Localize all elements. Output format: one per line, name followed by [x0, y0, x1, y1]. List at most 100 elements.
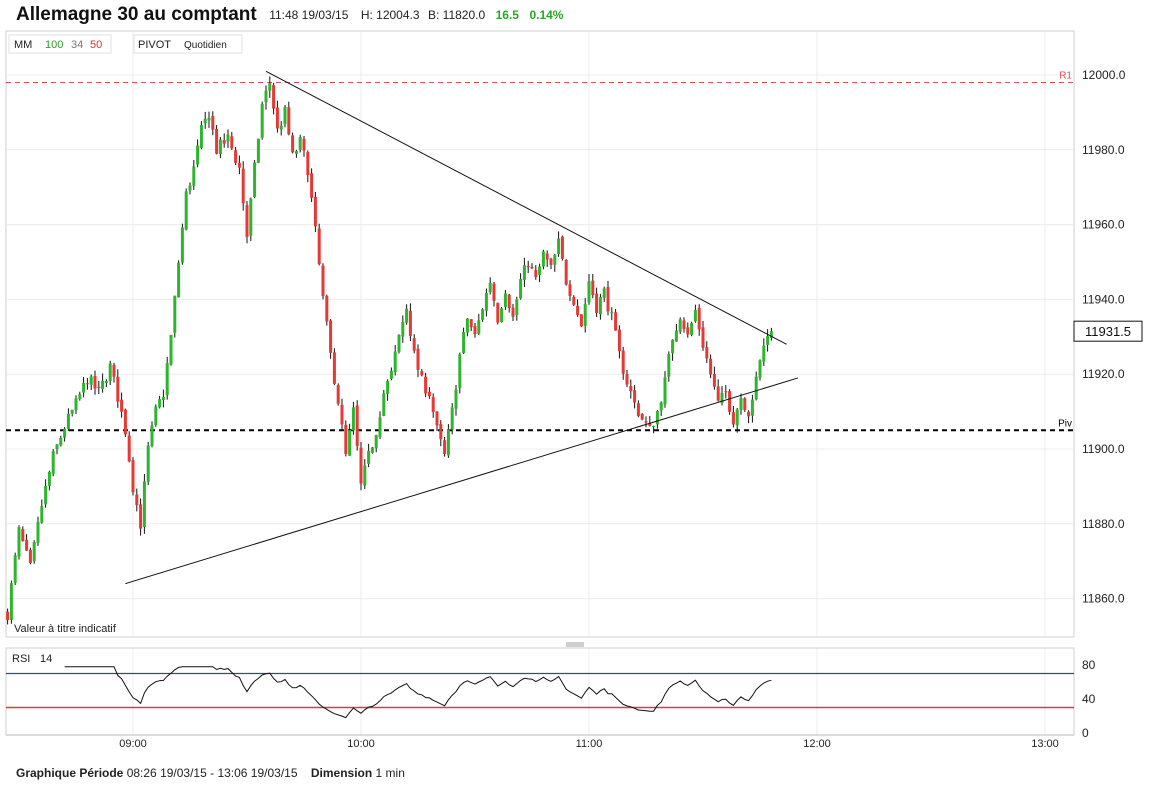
rsi-line [64, 666, 772, 719]
candle-body [488, 282, 492, 293]
candle-body [640, 413, 644, 420]
candle-body [196, 145, 200, 165]
candle-body [648, 423, 652, 426]
candle-body [123, 409, 127, 435]
candle-body [519, 279, 523, 299]
candle-body [279, 125, 283, 130]
candle-body [131, 460, 135, 493]
candle-body [458, 354, 462, 389]
candle-body [671, 339, 675, 354]
candle-body [659, 402, 663, 411]
candle-body [226, 134, 230, 142]
candle-body [44, 485, 48, 505]
candle-body [378, 417, 382, 438]
candle-body [363, 465, 367, 486]
candle-body [158, 399, 162, 408]
chart-grid [5, 30, 1075, 735]
candle-body [386, 380, 390, 394]
candle-body [184, 191, 188, 230]
quote-time: 11:48 19/03/15 [269, 8, 349, 22]
dimension-label: Dimension [310, 766, 373, 780]
candle-body [591, 280, 595, 296]
candle-body [549, 258, 553, 265]
candle-body [701, 327, 705, 348]
candle-body [576, 305, 580, 315]
candle-body [629, 386, 633, 392]
rsi-period: 14 [40, 653, 52, 665]
candle-body [621, 350, 625, 374]
candle-body [211, 115, 215, 130]
y-tick-label: 12000.0 [1082, 68, 1126, 82]
candle-body [249, 198, 253, 236]
candle-body [416, 348, 420, 370]
candle-body [473, 326, 477, 335]
candle-body [462, 332, 466, 354]
candle-body [203, 118, 207, 124]
candle-body [230, 136, 234, 149]
candle-body [199, 125, 203, 148]
candle-body [769, 331, 773, 338]
pivot-label-piv: Piv [1058, 418, 1072, 429]
candle-body [587, 281, 591, 303]
candle-body [234, 150, 238, 163]
price-panel-frame [5, 30, 1075, 638]
candle-body [758, 360, 762, 378]
candle-body [169, 334, 173, 365]
price-axis: 12000.0 11980.0 11960.0 11940.0 11920.0 11900… [1073, 68, 1143, 606]
candle-body [351, 407, 355, 431]
candle-body [705, 347, 709, 359]
candle-body [97, 386, 101, 388]
candle-body [750, 399, 754, 416]
candle-body [215, 128, 219, 154]
candle-body [272, 85, 276, 109]
candle-body [355, 405, 359, 447]
candle-body [652, 425, 656, 427]
candle-body [389, 370, 393, 379]
candle-body [674, 330, 678, 342]
candle-body [617, 329, 621, 352]
candle-body [572, 296, 576, 305]
mm-label: MM [14, 39, 32, 51]
candle-body [165, 363, 169, 396]
candle-body [291, 135, 295, 153]
candle-body [568, 284, 572, 296]
candle-body [104, 380, 108, 383]
candle-body [682, 320, 686, 329]
pivot-legend-box [133, 34, 243, 54]
candle-body [317, 228, 321, 265]
candle-body [481, 309, 485, 320]
candle-body [207, 117, 211, 121]
rsi-tick-label: 80 [1082, 658, 1096, 672]
candle-body [150, 425, 154, 446]
rsi-tick-label: 40 [1082, 692, 1096, 706]
candle-body [678, 319, 682, 332]
candle-body [720, 392, 724, 403]
candle-body [747, 411, 751, 417]
candle-body [17, 527, 21, 557]
candle-body [283, 106, 287, 125]
candle-body [180, 227, 184, 263]
candle-body [78, 394, 82, 400]
candle-body [108, 363, 112, 382]
candle-body [139, 504, 143, 529]
candle-body [610, 312, 614, 314]
rsi-label: RSI [12, 653, 30, 665]
candle-body [731, 412, 735, 425]
chart-footer: Graphique Période 08:26 19/03/15 - 13:06… [16, 766, 405, 780]
candle-body [28, 549, 32, 564]
candle-body [154, 406, 158, 426]
candle-body [370, 447, 374, 453]
candle-body [177, 262, 181, 298]
candle-body [538, 266, 542, 276]
candle-body [359, 447, 363, 484]
candle-body [735, 409, 739, 426]
candle-body [82, 382, 86, 393]
mm-period: 34 [71, 39, 83, 51]
candle-body [439, 424, 443, 440]
candle-body [264, 90, 268, 103]
candle-body [515, 299, 519, 316]
candle-body [253, 162, 257, 198]
price-chart[interactable]: 12000.0 11980.0 11960.0 11940.0 11920.0 11900… [0, 0, 1152, 760]
candle-body [766, 336, 770, 346]
candle-body [120, 399, 124, 412]
